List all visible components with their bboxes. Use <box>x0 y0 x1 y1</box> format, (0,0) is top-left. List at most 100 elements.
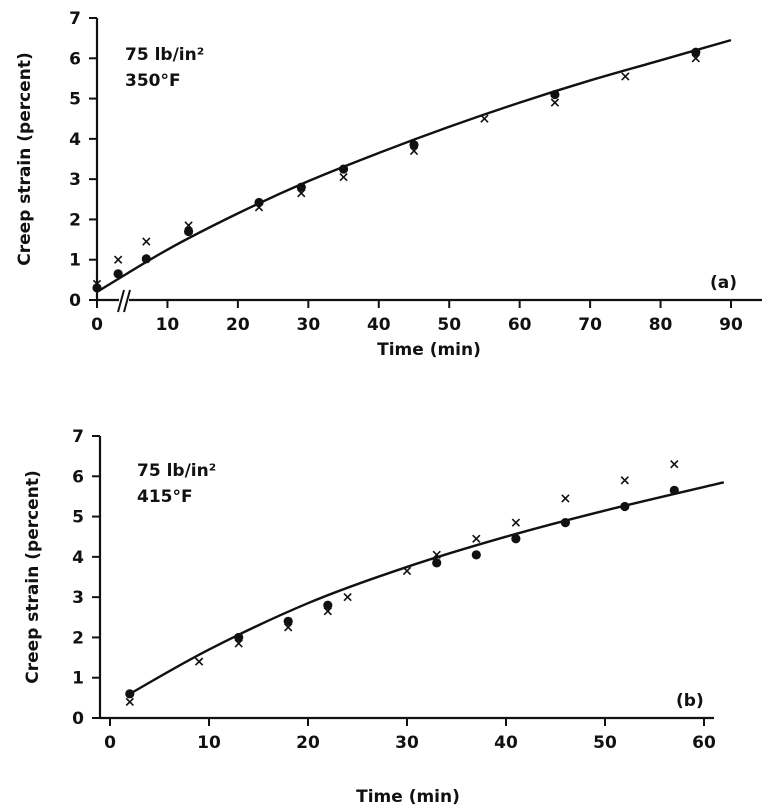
cross-stroke <box>254 203 264 212</box>
panel-a-y-tick-label: 2 <box>69 210 81 230</box>
panel-a-cross-point <box>92 279 102 289</box>
panel-a-x-tick-label: 10 <box>156 315 180 335</box>
cross-stroke <box>480 114 489 123</box>
panel-a-x-tick-label: 60 <box>508 315 532 335</box>
panel-b-condition-temperature: 415°F <box>137 487 193 507</box>
panel-a-cross-point <box>297 189 306 198</box>
panel-a-cross-point <box>184 221 193 230</box>
cross-stroke <box>194 657 204 666</box>
panel-a-x-tick-label: 0 <box>91 315 103 335</box>
panel-a-label: (a) <box>710 273 737 293</box>
panel-a-x-tick-label: 20 <box>226 315 250 335</box>
cross-stroke <box>409 146 419 156</box>
panel-b-y-axis-label: Creep strain (percent) <box>23 470 43 683</box>
panel-b-x-tick-label: 30 <box>395 733 419 753</box>
panel-b-dot-point <box>323 600 333 610</box>
panel-b-x-tick-label: 40 <box>494 733 518 753</box>
panel-a-x-axis-label: Time (min) <box>377 340 481 360</box>
cross-stroke <box>339 172 348 182</box>
panel-a-cross-point <box>691 54 700 63</box>
panel-a-cross-point <box>550 98 560 107</box>
panel-a-x-tick-label: 70 <box>578 315 602 335</box>
panel-b-cross-point <box>511 518 521 527</box>
panel-b-cross-point <box>125 697 134 707</box>
panel-b-dot-point <box>125 689 135 699</box>
panel-b-cross-point <box>472 534 481 543</box>
panel-b-cross-point <box>561 494 570 503</box>
panel-b-y-tick-label: 6 <box>72 467 84 487</box>
panel-b-cross-point <box>620 476 629 485</box>
cross-stroke <box>142 237 151 246</box>
cross-stroke <box>402 566 412 576</box>
panel-b-y-tick-label: 1 <box>72 669 84 689</box>
panel-a-y-tick-label: 7 <box>69 9 81 29</box>
cross-stroke <box>472 534 481 543</box>
panel-a-cross-point <box>339 172 348 182</box>
panel-b-x-tick-label: 0 <box>104 733 116 753</box>
panel-a-x-tick-label: 40 <box>367 315 391 335</box>
panel-a-y-axis-label: Creep strain (percent) <box>15 52 35 265</box>
panel-b-x-tick-label: 10 <box>197 733 221 753</box>
panel-a-marks <box>92 39 732 293</box>
cross-stroke <box>297 189 306 198</box>
panel-a-y-tick-label: 4 <box>69 130 81 150</box>
cross-stroke <box>323 607 332 616</box>
panel-b: 0 1 2 3 4 5 6 7 0 10 20 30 40 50 60 Time (min) Creep s… <box>23 427 725 807</box>
panel-b-condition-pressure: 75 lb/in² <box>137 461 216 481</box>
panel-b-dot-point <box>471 550 481 560</box>
panel-b-y-tick-label: 4 <box>72 548 84 568</box>
cross-stroke <box>284 623 293 632</box>
cross-stroke <box>113 255 123 264</box>
cross-stroke <box>620 476 629 485</box>
panel-a-y-tick-label: 0 <box>69 291 81 311</box>
panel-b-cross-point <box>343 592 352 602</box>
panel-b-cross-point <box>284 623 293 632</box>
panel-a-x-tick-label: 50 <box>437 315 461 335</box>
panel-b-ticks: 0 1 2 3 4 5 6 7 0 10 20 30 40 50 60 <box>72 427 716 753</box>
cross-stroke <box>92 279 102 289</box>
panel-a-x-tick-label: 90 <box>719 315 743 335</box>
panel-b-cross-point <box>194 657 204 666</box>
panel-b-y-tick-label: 7 <box>72 427 84 447</box>
panel-b-dot-point <box>511 534 521 544</box>
panel-b-y-tick-label: 5 <box>72 508 84 528</box>
panel-b-y-tick-label: 2 <box>72 628 84 648</box>
cross-stroke <box>343 592 352 602</box>
panel-b-x-axis-label: Time (min) <box>356 787 460 807</box>
panel-b-x-tick-label: 50 <box>593 733 617 753</box>
panel-a-dot-point <box>409 140 419 150</box>
cross-stroke <box>125 697 134 707</box>
cross-stroke <box>550 98 560 107</box>
panel-a-dot-point <box>183 226 194 237</box>
panel-b-cross-point <box>670 460 679 469</box>
cross-stroke <box>561 494 570 503</box>
panel-b-cross-point <box>234 639 243 648</box>
panel-a-y-tick-label: 5 <box>69 90 81 110</box>
panel-b-y-tick-label: 0 <box>72 709 84 729</box>
panel-a-fit-curve <box>96 39 732 293</box>
panel-b-dot-point <box>283 616 293 626</box>
cross-stroke <box>511 518 521 527</box>
panel-b-x-tick-label: 20 <box>296 733 320 753</box>
panel-a-axis-break <box>117 289 131 313</box>
panel-a-condition-pressure: 75 lb/in² <box>125 45 204 65</box>
panel-b-x-tick-label: 60 <box>692 733 716 753</box>
cross-stroke <box>621 72 630 81</box>
panel-a-y-tick-label: 3 <box>69 170 81 190</box>
panel-a-dot-point <box>113 269 123 279</box>
panel-a-cross-point <box>621 72 630 81</box>
panel-b-fit-curve <box>129 481 725 695</box>
cross-stroke <box>691 54 700 63</box>
panel-a-x-tick-label: 30 <box>296 315 320 335</box>
panel-b-dot-point <box>432 558 442 568</box>
panel-b-marks <box>125 460 725 707</box>
panel-a-cross-point <box>113 255 123 264</box>
panel-a-x-tick-label: 80 <box>649 315 673 335</box>
panel-b-label: (b) <box>676 691 704 711</box>
cross-stroke <box>670 460 679 469</box>
panel-a-cross-point <box>409 146 419 156</box>
panel-a-y-tick-label: 6 <box>69 49 81 69</box>
